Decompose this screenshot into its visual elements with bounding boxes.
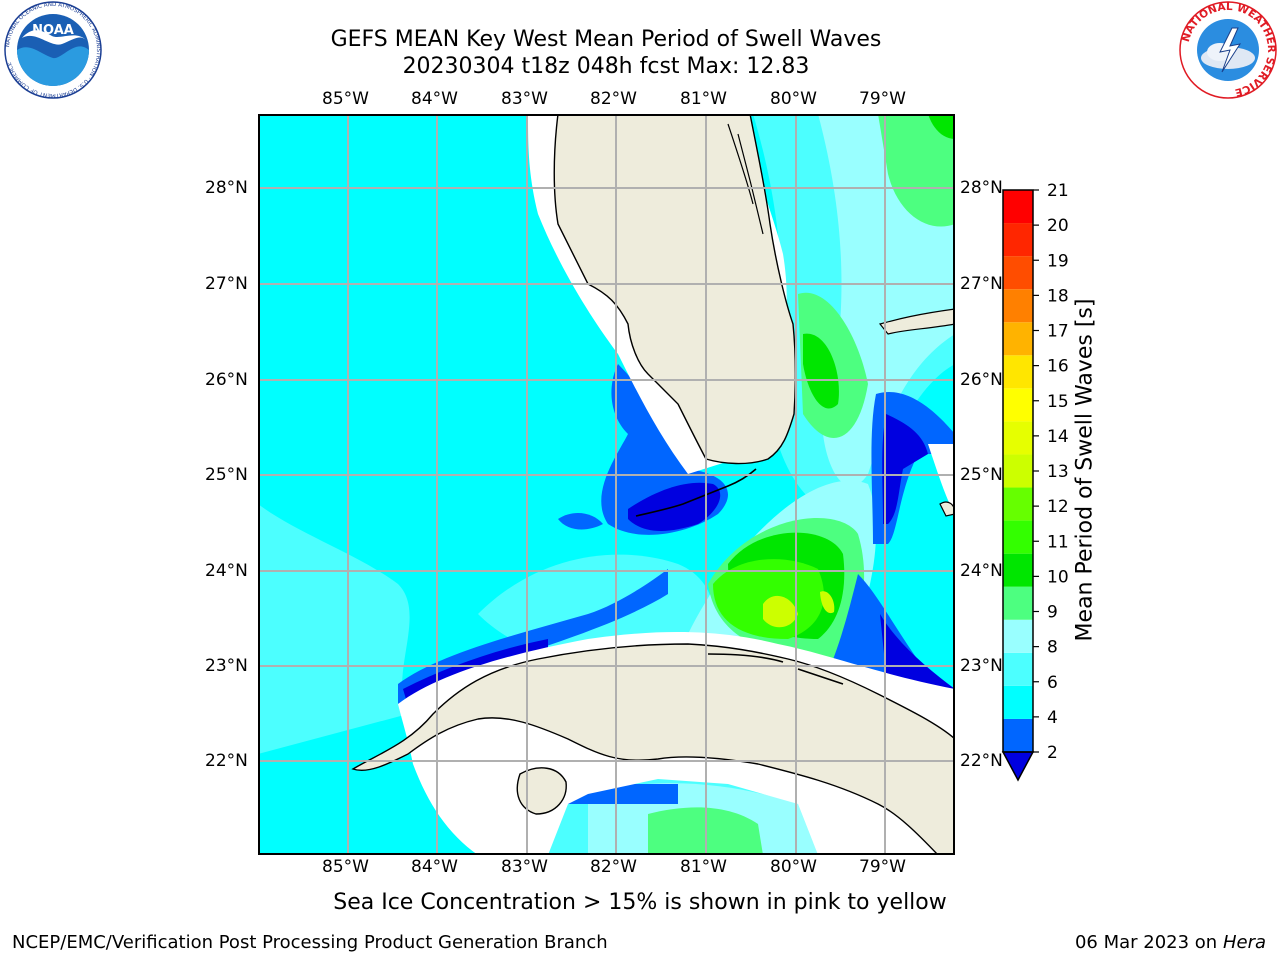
colorbar-bands [1001,189,1035,782]
colorbar-band [1003,388,1033,422]
colorbar-band [1003,256,1033,290]
contour-2-4-spot [558,512,603,530]
colorbar-band [1003,685,1033,719]
colorbar-tick-label: 17 [1047,322,1069,342]
colorbar-tick-label: 11 [1047,532,1069,552]
lon-label-top: 85°W [322,89,369,109]
lat-label-left: 28°N [205,178,248,198]
sea-ice-note: Sea Ice Concentration > 15% is shown in … [333,890,947,915]
colorbar-tick-label: 10 [1047,567,1069,587]
contour-12-13 [763,595,798,628]
lat-label-left: 24°N [205,561,248,581]
colorbar-band [1003,718,1033,752]
colorbar-under-triangle [1001,751,1035,782]
lat-label-right: 24°N [960,561,1003,581]
land-cuba [351,643,955,855]
colorbar: 2 4 6 8 9 10 11 12 13 14 15 16 17 18 19 20 21 [1001,181,1069,782]
colorbar-tick-label: 6 [1047,673,1058,693]
lat-label-right: 22°N [960,751,1003,771]
lon-label-bottom: 79°W [859,857,906,877]
lat-label-right: 25°N [960,465,1003,485]
lon-label-bottom: 85°W [322,857,369,877]
colorbar-tick-label: 14 [1047,427,1069,447]
lat-label-right: 27°N [960,274,1003,294]
footer-org: NCEP/EMC/Verification Post Processing Pr… [12,932,608,953]
lon-label-top: 82°W [590,89,637,109]
colorbar-tick-label: 9 [1047,603,1058,623]
contour-10-11-northeast [928,114,955,139]
colorbar-tick-label: 15 [1047,392,1069,412]
lat-label-right: 28°N [960,178,1003,198]
colorbar-tick-label: 2 [1047,743,1058,763]
colorbar-band [1003,652,1033,686]
noaa-logo: NATIONAL OCEANIC AND ATMOSPHERIC ADMINIS… [0,0,106,100]
colorbar-tick-label: 21 [1047,181,1069,201]
colorbar-band [1003,190,1033,224]
lon-label-top: 83°W [501,89,548,109]
contour-9-10-northeast [878,114,955,227]
colorbar-band [1003,487,1033,521]
colorbar-tick-label: 13 [1047,462,1069,482]
colorbar-tick-label: 19 [1047,251,1069,271]
contour-12-13-east [820,591,835,614]
lon-label-top: 84°W [411,89,458,109]
lon-label-top: 81°W [680,89,727,109]
colorbar-tick-label: 4 [1047,708,1058,728]
colorbar-band [1003,586,1033,620]
contour-6-8-west [258,504,410,754]
colorbar-band [1003,289,1033,323]
colorbar-tick-label: 12 [1047,497,1069,517]
colorbar-tick-label: 8 [1047,638,1058,658]
land-bahamas-small [939,501,955,517]
footer-date-text: 06 Mar 2023 on [1074,932,1218,953]
footer-machine: Hera [1222,932,1266,953]
footer-date: 06 Mar 2023 on Hera [1075,932,1266,953]
colorbar-band [1003,322,1033,356]
colorbar-tick-label: 16 [1047,357,1069,377]
contour-lt2-bahamas [882,414,928,524]
colorbar-band [1003,421,1033,455]
chart-subtitle: 20230304 t18z 048h fcst Max: 12.83 [402,54,810,79]
lat-label-left: 25°N [205,465,248,485]
colorbar-tick-label: 20 [1047,216,1069,236]
cuba-cays [707,653,844,685]
colorbar-band [1003,520,1033,554]
lon-label-bottom: 82°W [590,857,637,877]
colorbar-tick-label: 18 [1047,286,1069,306]
lon-label-top: 80°W [770,89,817,109]
lon-label-bottom: 84°W [411,857,458,877]
lon-label-bottom: 83°W [501,857,548,877]
coast-detail-east [727,123,764,235]
nodata-bahamas [928,444,955,514]
land-isla-juventud [516,767,567,815]
lat-label-left: 23°N [205,656,248,676]
land-florida [553,114,797,465]
lon-label-bottom: 81°W [680,857,727,877]
graticule [258,114,955,855]
colorbar-band [1003,355,1033,389]
lat-label-left: 22°N [205,751,248,771]
contour-10-11-atlantic [803,333,839,409]
chart-title: GEFS MEAN Key West Mean Period of Swell … [330,27,882,52]
colorbar-ticks: 2 4 6 8 9 10 11 12 13 14 15 16 17 18 19 20 21 [1033,181,1069,763]
colorbar-band [1003,553,1033,587]
lat-label-right: 23°N [960,656,1003,676]
lat-label-left: 27°N [205,274,248,294]
colorbar-label: Mean Period of Swell Waves [s] [1072,298,1098,642]
lon-label-top: 79°W [859,89,906,109]
lon-label-bottom: 80°W [770,857,817,877]
colorbar-band [1003,619,1033,653]
noaa-logo-text: NOAA [32,23,74,38]
nws-logo: NATIONAL WEATHER SERVICE [1176,0,1280,100]
map-plot [258,114,955,855]
colorbar-band [1003,454,1033,488]
lat-label-left: 26°N [205,370,248,390]
lat-label-right: 26°N [960,370,1003,390]
contour-lt2-east [880,614,955,694]
land-andros [878,308,955,335]
colorbar-band [1003,223,1033,257]
